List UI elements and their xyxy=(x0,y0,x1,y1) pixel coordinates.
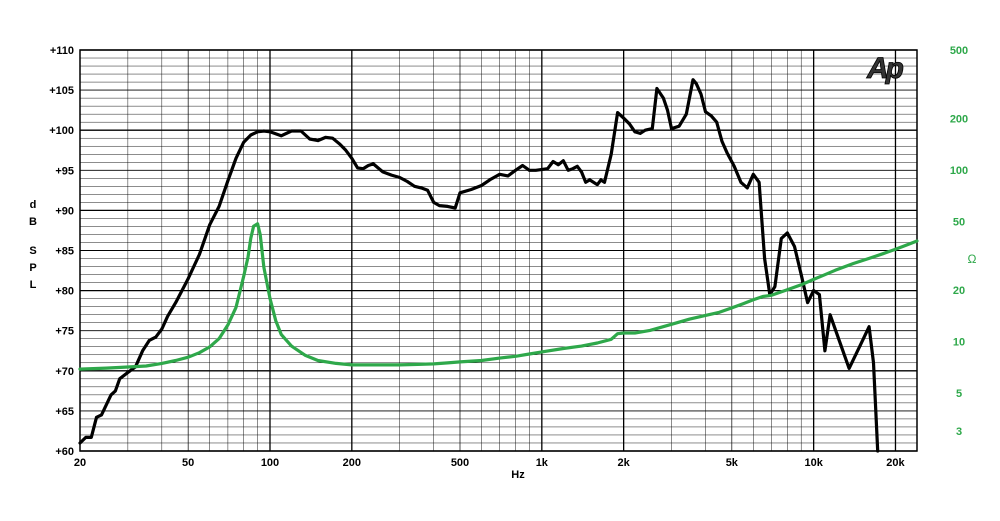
y-tick-label: +90 xyxy=(55,205,74,217)
x-tick-label: 100 xyxy=(261,457,279,469)
y-axis-label-char: d xyxy=(30,199,37,211)
y2-tick-label: 10 xyxy=(953,336,965,348)
grid xyxy=(79,49,918,452)
y2-tick-label: 20 xyxy=(953,285,965,297)
ap-logo: Ap xyxy=(866,52,907,86)
x-tick-label: 1k xyxy=(536,457,549,469)
y-tick-label: +70 xyxy=(55,366,74,378)
y-tick-label: +95 xyxy=(55,165,74,177)
impedance-series-line xyxy=(78,222,919,371)
tick-labels: +110 +105 +100 +95 +90 +85 +80 +75 +70 +65 +60 500 2… xyxy=(49,45,968,469)
ap-logo-text: Ap xyxy=(866,52,904,85)
y2-tick-label: 500 xyxy=(950,45,968,57)
y2-tick-label: 3 xyxy=(956,426,962,438)
y-tick-label: +110 xyxy=(50,45,74,57)
x-tick-label: 2k xyxy=(618,457,631,469)
y-tick-label: +100 xyxy=(49,125,74,137)
y-axis-label-char: P xyxy=(29,262,36,274)
y2-axis-label: Ω xyxy=(968,252,977,266)
y2-tick-label: 50 xyxy=(953,217,965,229)
x-tick-label: 20 xyxy=(74,457,86,469)
x-tick-label: 200 xyxy=(343,457,361,469)
x-tick-label: 10k xyxy=(804,457,823,469)
y-tick-label: +80 xyxy=(55,286,74,298)
series-layer xyxy=(78,78,919,453)
plot-frame xyxy=(79,49,918,452)
y-axis-label-char: S xyxy=(29,245,36,257)
x-tick-label: 50 xyxy=(182,457,194,469)
y-tick-label: +60 xyxy=(55,446,74,458)
y-tick-label: +105 xyxy=(49,85,74,97)
y-axis-label-char: L xyxy=(30,279,37,291)
y2-tick-label: 200 xyxy=(950,113,968,125)
x-tick-label: 500 xyxy=(451,457,469,469)
x-tick-label: 20k xyxy=(886,457,905,469)
x-axis-label: Hz xyxy=(511,469,525,481)
y-axis-label-char: B xyxy=(29,216,37,228)
y2-tick-label: 100 xyxy=(950,165,968,177)
y-tick-label: +75 xyxy=(55,326,74,338)
y-axis-label: dB SPL xyxy=(29,199,37,291)
spl-series-line xyxy=(78,78,880,453)
y-tick-label: +85 xyxy=(55,246,74,258)
x-tick-label: 5k xyxy=(726,457,739,469)
y-tick-label: +65 xyxy=(55,406,74,418)
y2-tick-label: 5 xyxy=(956,388,962,400)
